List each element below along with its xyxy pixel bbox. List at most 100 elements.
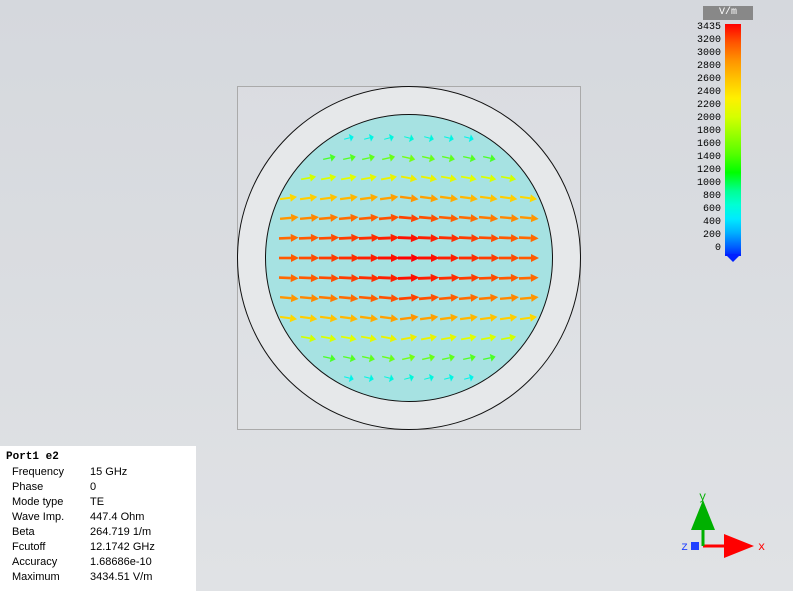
field-arrow (479, 293, 499, 303)
field-arrow (339, 234, 360, 243)
field-arrow (499, 293, 519, 303)
field-arrow (378, 274, 400, 283)
legend-tick: 2400 (673, 86, 721, 99)
field-arrow (358, 254, 379, 262)
legend-tick: 3200 (673, 34, 721, 47)
field-arrow (459, 274, 480, 283)
field-arrow (459, 234, 480, 243)
field-arrow (499, 274, 519, 283)
field-arrow (319, 213, 339, 223)
field-arrow (319, 234, 340, 243)
field-arrow (279, 254, 299, 262)
legend-color-bar (725, 24, 741, 262)
viewport[interactable]: Port1 e2 Frequency15 GHzPhase0Mode typeT… (0, 0, 793, 591)
legend-tick: 3435 (673, 21, 721, 34)
axis-y-label: y (699, 491, 706, 504)
field-arrow (438, 234, 459, 243)
field-arrow (339, 293, 359, 303)
info-row: Mode typeTE (6, 495, 188, 510)
field-arrow (459, 293, 479, 303)
field-arrow (358, 274, 379, 283)
info-value: 264.719 1/m (90, 525, 151, 540)
info-title: Port1 e2 (6, 450, 188, 465)
info-label: Beta (6, 525, 90, 540)
field-arrow (459, 254, 480, 262)
legend-tick: 400 (673, 216, 721, 229)
info-value: 15 GHz (90, 465, 127, 480)
field-arrow (519, 254, 539, 262)
info-row: Frequency15 GHz (6, 465, 188, 480)
field-arrow (339, 213, 359, 223)
field-arrow (519, 213, 538, 223)
legend-tick: 3000 (673, 47, 721, 60)
field-arrow (319, 293, 339, 303)
info-value: TE (90, 495, 104, 510)
field-arrow (339, 254, 360, 262)
field-arrow (459, 213, 479, 223)
info-label: Frequency (6, 465, 90, 480)
field-arrow (499, 254, 519, 262)
legend-tick: 1800 (673, 125, 721, 138)
legend-tick: 1600 (673, 138, 721, 151)
field-arrow (499, 234, 519, 243)
info-label: Maximum (6, 570, 90, 585)
field-arrow (358, 234, 379, 243)
field-arrow (439, 213, 460, 223)
legend-tick: 2600 (673, 73, 721, 86)
info-label: Fcutoff (6, 540, 90, 555)
field-arrow (299, 293, 319, 303)
info-label: Phase (6, 480, 90, 495)
info-value: 12.1742 GHz (90, 540, 155, 555)
field-arrow (398, 234, 420, 243)
field-arrow (339, 274, 360, 283)
info-row: Accuracy1.68686e-10 (6, 555, 188, 570)
legend-tick: 600 (673, 203, 721, 216)
info-row: Wave Imp.447.4 Ohm (6, 510, 188, 525)
field-arrow (398, 213, 419, 223)
info-row: Fcutoff12.1742 GHz (6, 540, 188, 555)
info-row: Maximum3434.51 V/m (6, 570, 188, 585)
field-arrow (378, 254, 400, 262)
field-arrow (398, 254, 420, 262)
legend-tick: 1000 (673, 177, 721, 190)
legend-tick: 800 (673, 190, 721, 203)
color-legend: V/m 343532003000280026002400220020001800… (673, 6, 783, 265)
field-arrow (519, 274, 539, 283)
info-label: Mode type (6, 495, 90, 510)
axis-x-label: x (758, 540, 765, 554)
info-value: 3434.51 V/m (90, 570, 152, 585)
field-arrow (319, 254, 340, 262)
field-arrow (398, 274, 420, 283)
field-arrow (419, 213, 440, 223)
legend-scale-numbers: 3435320030002800260024002200200018001600… (673, 20, 725, 265)
field-arrow (279, 274, 299, 283)
field-arrow (519, 293, 538, 303)
field-arrow (378, 234, 400, 243)
legend-tick: 2000 (673, 112, 721, 125)
field-arrow (479, 274, 500, 283)
legend-tick: 2800 (673, 60, 721, 73)
info-row: Beta264.719 1/m (6, 525, 188, 540)
legend-tick: 1400 (673, 151, 721, 164)
field-arrow (299, 234, 319, 243)
field-arrow (379, 293, 400, 303)
field-arrow (438, 254, 459, 262)
field-arrow (319, 274, 340, 283)
field-arrow (499, 213, 519, 223)
info-value: 0 (90, 480, 96, 495)
field-arrow (438, 274, 459, 283)
field-arrow (279, 234, 299, 243)
legend-tick: 0 (673, 242, 721, 255)
legend-tick: 1200 (673, 164, 721, 177)
field-arrow (479, 234, 500, 243)
field-arrow (418, 234, 440, 243)
info-value: 447.4 Ohm (90, 510, 144, 525)
axis-z-label: z (681, 540, 688, 554)
field-arrow (418, 254, 440, 262)
info-label: Accuracy (6, 555, 90, 570)
field-arrow (479, 213, 499, 223)
info-value: 1.68686e-10 (90, 555, 152, 570)
field-arrow (299, 274, 319, 283)
legend-tick: 2200 (673, 99, 721, 112)
field-arrow (279, 293, 298, 303)
